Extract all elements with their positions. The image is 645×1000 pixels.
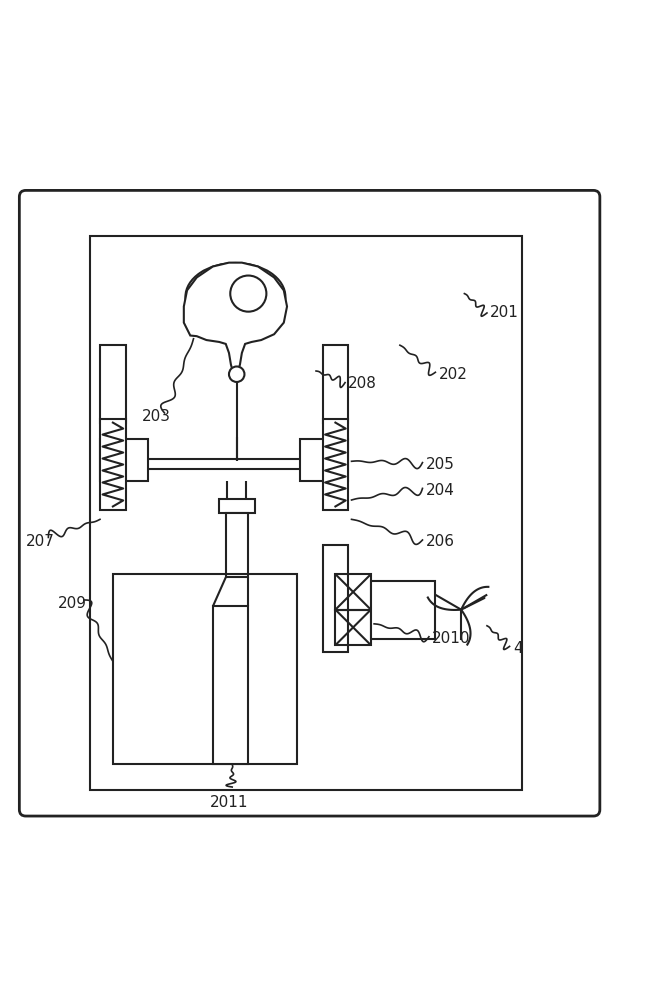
Text: 2011: 2011 [210,795,248,810]
Bar [371,581,435,639]
Text: 2010: 2010 [432,631,471,646]
Ellipse shape [186,263,285,331]
Text: 204: 204 [426,483,455,498]
Bar [113,574,297,764]
Circle shape [230,276,266,312]
Bar [226,513,248,577]
Text: 206: 206 [426,534,455,549]
Bar [335,574,371,610]
Text: 4: 4 [513,641,522,656]
Text: 205: 205 [426,457,455,472]
Text: 203: 203 [142,409,171,424]
Bar [335,610,371,645]
Bar [100,419,126,510]
Text: 201: 201 [490,305,519,320]
Text: 209: 209 [58,596,87,611]
FancyBboxPatch shape [19,190,600,816]
PathPatch shape [184,263,287,374]
Bar [100,345,126,423]
Bar [322,345,348,423]
Text: 208: 208 [348,376,377,391]
Bar [322,419,348,510]
Bar [322,545,348,652]
Bar [219,499,255,513]
Text: 202: 202 [439,367,468,382]
Bar [100,439,148,481]
Bar [90,236,522,790]
Bar [213,606,248,764]
Circle shape [229,366,244,382]
Text: 207: 207 [26,534,55,549]
Bar [300,439,348,481]
